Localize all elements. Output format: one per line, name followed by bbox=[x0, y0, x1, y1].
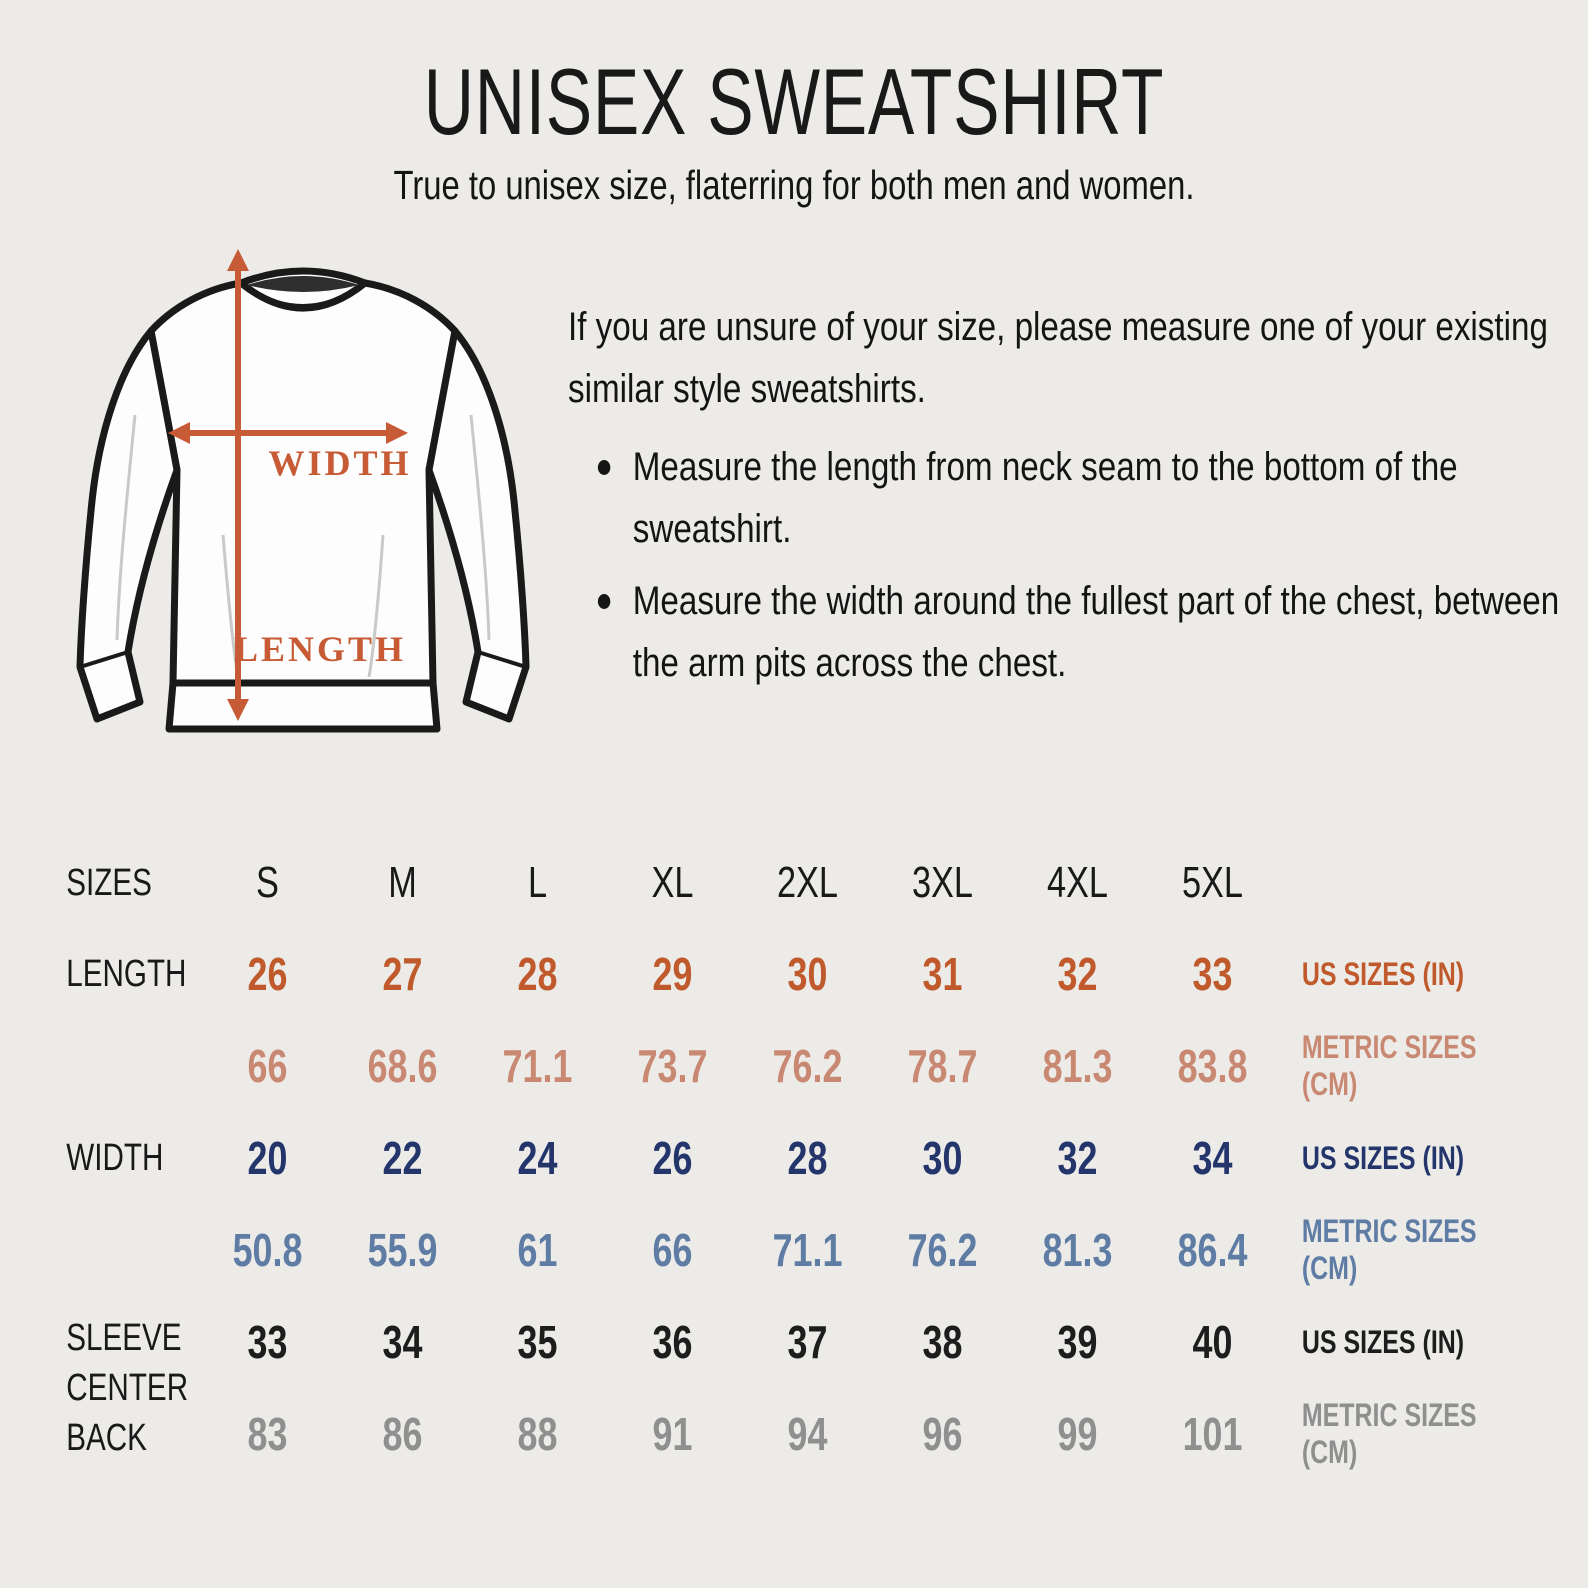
right-sleeve bbox=[425, 327, 530, 723]
right-cuff-seam bbox=[477, 650, 527, 669]
width-cm-cell: 50.8 bbox=[232, 1224, 303, 1276]
sleeve-cm-cell: 94 bbox=[787, 1408, 828, 1460]
length-us-cell: 29 bbox=[652, 948, 693, 1000]
unit-label: US SIZES (IN) bbox=[1301, 955, 1465, 992]
sleeve-cm-cell: 99 bbox=[1057, 1408, 1098, 1460]
length-us-cell: 27 bbox=[382, 948, 423, 1000]
row-label-width: WIDTH bbox=[66, 1136, 164, 1179]
width-cm-cell: 86.4 bbox=[1177, 1224, 1248, 1276]
unit-label: METRIC SIZES (CM) bbox=[1301, 1213, 1477, 1286]
column-header-xl: XL bbox=[651, 858, 694, 907]
sleeve-cm-cell: 96 bbox=[922, 1408, 963, 1460]
unit-label: US SIZES (IN) bbox=[1301, 1139, 1465, 1176]
width-arrow bbox=[168, 422, 408, 444]
length-cm-cell: 76.2 bbox=[772, 1040, 843, 1092]
sweatshirt-diagram: WIDTH LENGTH bbox=[76, 249, 530, 733]
instruction-item: Measure the width around the fullest par… bbox=[593, 570, 1560, 694]
row-label-sleeve-center-back: SLEEVE CENTER BACK bbox=[66, 1316, 189, 1460]
unit-label: METRIC SIZES (CM) bbox=[1301, 1397, 1477, 1470]
length-us-cell: 26 bbox=[247, 948, 288, 1000]
unit-label: US SIZES (IN) bbox=[1301, 1323, 1465, 1360]
column-header-l: L bbox=[527, 858, 548, 907]
length-cm-cell: 66 bbox=[247, 1040, 288, 1092]
length-arrow bbox=[227, 249, 249, 721]
length-cm-cell: 81.3 bbox=[1042, 1040, 1113, 1092]
collar-ribbing bbox=[247, 276, 359, 292]
spacer-cell bbox=[1280, 838, 1520, 928]
column-header-2xl: 2XL bbox=[776, 858, 839, 907]
row-label-length: LENGTH bbox=[66, 952, 187, 995]
sleeve-cm-cell: 101 bbox=[1182, 1408, 1243, 1460]
width-cm-cell: 76.2 bbox=[907, 1224, 978, 1276]
collar-seam bbox=[247, 287, 359, 308]
column-header-s: S bbox=[256, 858, 279, 907]
width-cm-cell: 81.3 bbox=[1042, 1224, 1113, 1276]
length-arrow-label: LENGTH bbox=[234, 629, 406, 669]
sleeve-us-cell: 34 bbox=[382, 1316, 423, 1368]
sleeve-cm-cell: 86 bbox=[382, 1408, 423, 1460]
length-cm-cell: 71.1 bbox=[502, 1040, 573, 1092]
length-us-cell: 28 bbox=[517, 948, 558, 1000]
length-us-cell: 31 bbox=[922, 948, 963, 1000]
width-us-cell: 32 bbox=[1057, 1132, 1098, 1184]
length-us-cell: 30 bbox=[787, 948, 828, 1000]
width-us-cell: 24 bbox=[517, 1132, 558, 1184]
table-corner-label: SIZES bbox=[66, 861, 152, 904]
unit-label: METRIC SIZES (CM) bbox=[1301, 1029, 1477, 1102]
sleeve-crease bbox=[115, 414, 137, 641]
column-header-4xl: 4XL bbox=[1046, 858, 1109, 907]
column-header-5xl: 5XL bbox=[1181, 858, 1244, 907]
width-cm-cell: 66 bbox=[652, 1224, 693, 1276]
sleeve-cm-cell: 83 bbox=[247, 1408, 288, 1460]
width-cm-cell: 61 bbox=[517, 1224, 558, 1276]
sleeve-cm-cell: 91 bbox=[652, 1408, 693, 1460]
sleeve-us-cell: 33 bbox=[247, 1316, 288, 1368]
left-cuff-seam bbox=[79, 650, 129, 669]
instructions-intro: If you are unsure of your size, please m… bbox=[568, 305, 1548, 411]
width-us-cell: 34 bbox=[1192, 1132, 1233, 1184]
width-arrow-label: WIDTH bbox=[268, 443, 411, 483]
width-cm-cell: 55.9 bbox=[367, 1224, 438, 1276]
sleeve-us-cell: 36 bbox=[652, 1316, 693, 1368]
spacer-cell bbox=[60, 1020, 169, 1112]
width-us-cell: 30 bbox=[922, 1132, 963, 1184]
length-cm-cell: 73.7 bbox=[637, 1040, 708, 1092]
width-us-cell: 22 bbox=[382, 1132, 423, 1184]
sleeve-us-cell: 38 bbox=[922, 1316, 963, 1368]
column-header-3xl: 3XL bbox=[911, 858, 974, 907]
length-cm-cell: 68.6 bbox=[367, 1040, 438, 1092]
length-us-cell: 33 bbox=[1192, 948, 1233, 1000]
size-table: SIZES S M L XL 2XL 3XL 4XL 5XL LENGTH 26… bbox=[60, 838, 1588, 1480]
sleeve-us-cell: 37 bbox=[787, 1316, 828, 1368]
sleeve-us-cell: 35 bbox=[517, 1316, 558, 1368]
left-sleeve bbox=[76, 327, 181, 723]
width-us-cell: 26 bbox=[652, 1132, 693, 1184]
page-title: UNISEX SWEATSHIRT bbox=[423, 49, 1165, 154]
width-cm-cell: 71.1 bbox=[772, 1224, 843, 1276]
length-cm-cell: 78.7 bbox=[907, 1040, 978, 1092]
instruction-item: Measure the length from neck seam to the… bbox=[593, 436, 1560, 560]
sleeve-us-cell: 39 bbox=[1057, 1316, 1098, 1368]
instructions-list: Measure the length from neck seam to the… bbox=[568, 436, 1560, 694]
length-cm-cell: 83.8 bbox=[1177, 1040, 1248, 1092]
sleeve-cm-cell: 88 bbox=[517, 1408, 558, 1460]
page-subtitle: True to unisex size, flaterring for both… bbox=[393, 162, 1195, 208]
sweatshirt-waistband bbox=[165, 679, 441, 733]
sleeve-us-cell: 40 bbox=[1192, 1316, 1233, 1368]
width-us-cell: 28 bbox=[787, 1132, 828, 1184]
length-us-cell: 32 bbox=[1057, 948, 1098, 1000]
column-header-m: M bbox=[388, 858, 417, 907]
body-crease bbox=[367, 534, 385, 678]
measure-instructions: If you are unsure of your size, please m… bbox=[568, 296, 1560, 704]
sleeve-crease bbox=[469, 414, 491, 641]
width-us-cell: 20 bbox=[247, 1132, 288, 1184]
spacer-cell bbox=[60, 1204, 169, 1296]
